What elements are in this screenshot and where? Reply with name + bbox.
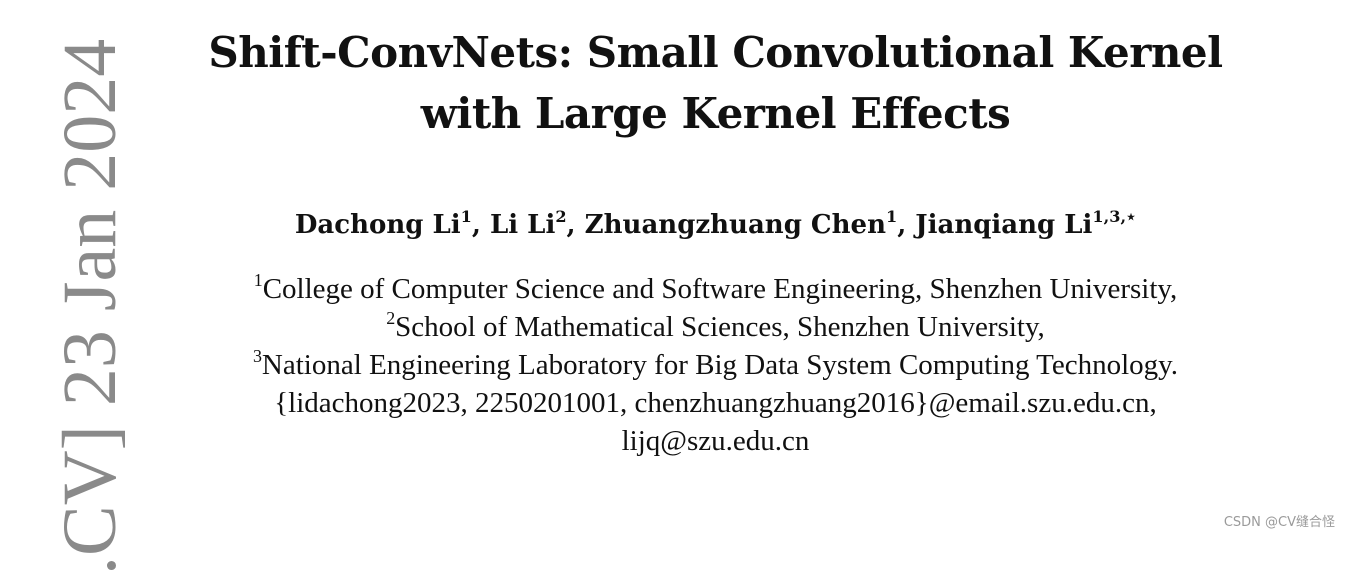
affiliation-marker: 2 [386,307,396,328]
author-name: Li Li [489,210,556,240]
author-separator: , [566,210,585,240]
affiliation-line: 1College of Computer Science and Softwar… [140,270,1291,308]
affiliation-line: 2School of Mathematical Sciences, Shenzh… [140,308,1291,346]
author-name: Jianqiang Li [915,210,1093,240]
email-line: lijq@szu.edu.cn [621,425,810,457]
paper-header: Shift-ConvNets: Small Convolutional Kern… [140,22,1291,460]
paper-title: Shift-ConvNets: Small Convolutional Kern… [140,22,1291,144]
author-list: Dachong Li1, Li Li2, Zhuangzhuang Chen1,… [140,208,1291,242]
author-name: Dachong Li [294,210,461,240]
affiliation-block: 1College of Computer Science and Softwar… [140,270,1291,460]
author: Li Li2 [489,206,567,240]
author-affiliation-marker: 2 [555,206,567,226]
author-separator: , [471,210,490,240]
email-line: {lidachong2023, 2250201001, chenzhuangzh… [274,387,1157,419]
author: Jianqiang Li1,3,⋆ [915,206,1137,240]
affiliation-marker: 3 [252,345,262,366]
affiliation-line: 3National Engineering Laboratory for Big… [140,346,1291,384]
affiliation-text: National Engineering Laboratory for Big … [261,349,1179,381]
affiliation-marker: 1 [253,269,263,290]
affiliation-text: School of Mathematical Sciences, Shenzhe… [395,311,1045,343]
title-line-2: with Large Kernel Effects [420,89,1011,138]
affiliation-text: College of Computer Science and Software… [262,273,1178,305]
author-name: Zhuangzhuang Chen [584,210,886,240]
title-line-1: Shift-ConvNets: Small Convolutional Kern… [208,28,1223,77]
author: Zhuangzhuang Chen1 [584,206,898,240]
author-affiliation-marker: 1 [885,206,898,226]
author-affiliation-marker: 1,3,⋆ [1092,206,1137,226]
author-affiliation-marker: 1 [460,206,472,226]
author-separator: , [897,210,916,240]
watermark: CSDN @CV缝合怪 [1223,515,1335,530]
author: Dachong Li1 [294,206,472,240]
arxiv-identifier-stamp: .CV] 23 Jan 2024 [48,38,132,575]
